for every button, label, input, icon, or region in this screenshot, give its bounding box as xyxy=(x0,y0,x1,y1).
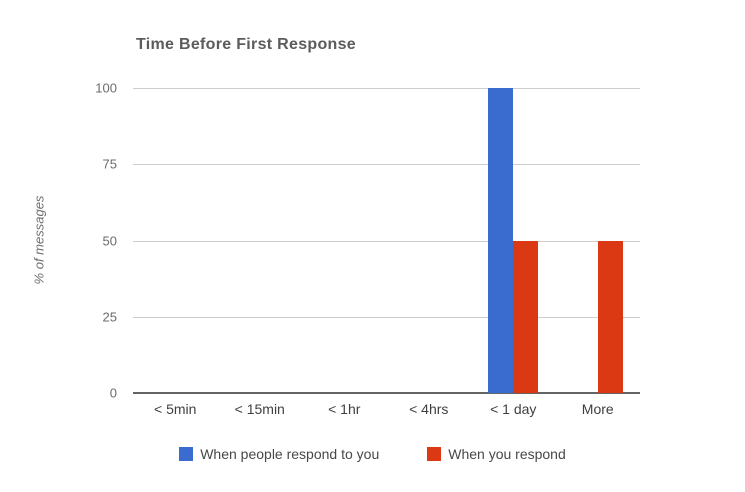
x-tick-label: < 4hrs xyxy=(409,401,449,417)
x-tick-label: < 15min xyxy=(234,401,285,417)
chart-title: Time Before First Response xyxy=(136,36,357,53)
grid-line xyxy=(133,240,640,242)
bar xyxy=(488,88,514,393)
y-tick-label: 0 xyxy=(109,385,117,401)
plot-area xyxy=(133,88,641,394)
bar-group-1 xyxy=(133,88,218,393)
y-tick-label: 100 xyxy=(95,80,117,96)
legend-item: When people respond to you xyxy=(179,446,379,462)
legend: When people respond to you When you respo… xyxy=(0,446,745,462)
x-tick-label: < 1hr xyxy=(328,401,361,417)
bar-group-5 xyxy=(471,88,556,393)
bar-group-3 xyxy=(302,88,387,393)
x-tick-label: < 5min xyxy=(154,401,197,417)
grid-line xyxy=(133,88,640,89)
legend-swatch-icon xyxy=(427,447,442,461)
legend-label: When you respond xyxy=(448,446,566,462)
x-tick-label: < 1 day xyxy=(490,401,537,417)
grid-line xyxy=(133,316,640,318)
grid-line xyxy=(133,164,640,166)
y-axis-tick-labels: 100 75 50 25 0 xyxy=(0,81,117,401)
y-tick-label: 75 xyxy=(102,156,117,172)
bar-group-2 xyxy=(218,88,303,393)
bar-group-4 xyxy=(387,88,472,393)
x-axis-line xyxy=(133,392,640,394)
legend-item: When you respond xyxy=(427,446,566,462)
legend-label: When people respond to you xyxy=(200,446,380,462)
y-tick-label: 25 xyxy=(102,309,117,325)
y-tick-label: 50 xyxy=(102,233,117,248)
legend-swatch-icon xyxy=(179,447,194,461)
bar xyxy=(597,240,623,393)
bar-group-6 xyxy=(556,88,641,393)
bar xyxy=(513,240,539,393)
x-axis-labels: < 5min < 15min < 1hr < 4hrs < 1 day More xyxy=(133,401,640,419)
x-tick-label: More xyxy=(581,401,614,417)
